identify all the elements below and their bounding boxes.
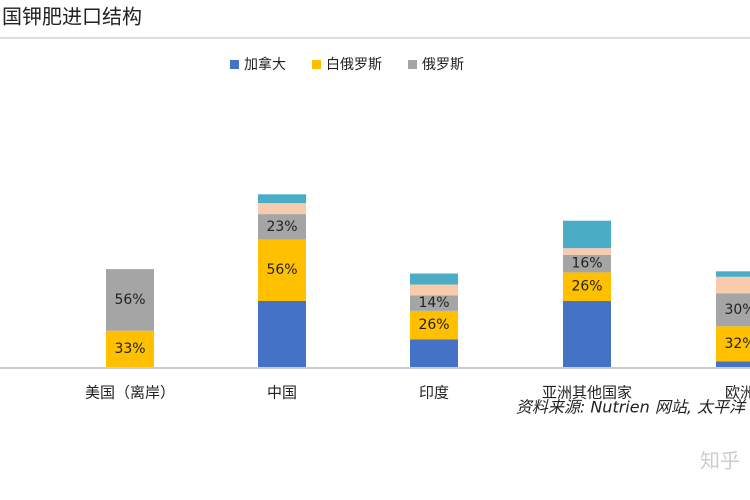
bar-segment — [716, 293, 750, 327]
data-label: 56% — [266, 262, 297, 278]
bar-segment — [258, 301, 306, 367]
bar-segment — [563, 301, 611, 367]
legend-label: 加拿大 — [244, 56, 286, 73]
bar-segment — [563, 220, 611, 249]
x-tick-label: 印度 — [419, 384, 449, 402]
legend-swatch — [312, 60, 321, 69]
x-tick-label: 中国 — [267, 384, 297, 402]
data-label: 56% — [114, 292, 145, 308]
bar-segment — [410, 310, 458, 340]
chart-title: 国钾肥进口结构 — [2, 5, 142, 29]
bar-segment — [716, 326, 750, 362]
x-tick-label: 美国（离岸） — [85, 384, 175, 402]
bar-segment — [563, 272, 611, 301]
watermark: 知乎 — [700, 449, 740, 473]
source-note: 资料来源: Nutrien 网站, 太平洋 — [516, 398, 747, 417]
bar-segment — [716, 276, 750, 294]
bar-segment — [410, 295, 458, 311]
data-label: 23% — [266, 219, 297, 235]
data-label: 26% — [418, 317, 449, 333]
legend-swatch — [408, 60, 417, 69]
bar-segment — [716, 271, 750, 277]
data-label: 26% — [571, 279, 602, 295]
bar-segment — [106, 330, 154, 367]
data-label: 33% — [114, 341, 145, 357]
bar-segment — [563, 248, 611, 255]
x-tick-label: 亚洲其他国家 — [542, 384, 632, 402]
legend-label: 俄罗斯 — [422, 57, 464, 73]
data-label: 16% — [571, 256, 602, 272]
legend-label: 白俄罗斯 — [326, 57, 382, 73]
data-label: 30% — [724, 302, 750, 318]
bar-segment — [410, 273, 458, 285]
legend-swatch — [230, 60, 239, 69]
bar-segment — [258, 214, 306, 240]
data-label: 32% — [724, 336, 750, 352]
bar-segment — [258, 239, 306, 301]
bar-segment — [258, 194, 306, 204]
bar-segment — [410, 284, 458, 296]
bar-segment — [106, 269, 154, 331]
data-label: 14% — [418, 295, 449, 311]
bar-segment — [716, 361, 750, 367]
x-tick-label: 欧洲 — [725, 384, 750, 402]
bar-segment — [258, 203, 306, 215]
bar-segment — [563, 254, 611, 273]
bar-segment — [410, 339, 458, 367]
